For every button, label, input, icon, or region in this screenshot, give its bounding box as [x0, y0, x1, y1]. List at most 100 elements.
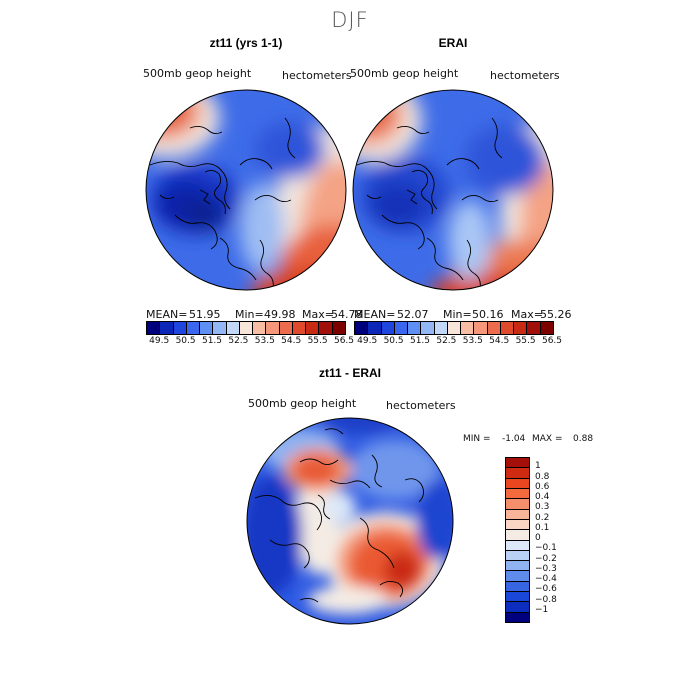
- panel-2-colorbar-swatch: [380, 322, 394, 334]
- diff-colorbar-tick-label: −0.1: [535, 543, 557, 554]
- panel-1-colorbar-swatch: [291, 322, 306, 334]
- panel-1-colorbar-tick-label: 55.5: [307, 336, 328, 346]
- diff-colorbar-tick-label: −0.2: [535, 553, 557, 564]
- diff-colorbar-tick-label: −0.8: [535, 594, 557, 605]
- diff-panel-units-label: hectometers: [386, 399, 456, 412]
- panel-1-colorbar-swatch: [318, 322, 332, 334]
- panel-2-colorbar-tick-label: 49.5: [357, 336, 378, 346]
- diff-colorbar-swatch: [506, 508, 529, 519]
- panel-1-variable-label: 500mb geop height: [143, 67, 252, 80]
- diff-colorbar-swatch: [506, 529, 529, 540]
- diff-colorbar-tick-label: 0.4: [535, 492, 550, 502]
- diff-colorbar-swatch: [506, 498, 529, 509]
- panel-1-colorbar-swatch: [212, 322, 226, 334]
- panel-2-colorbar-tick-label: 50.5: [383, 336, 404, 346]
- panel-1-colorbar-swatch: [238, 322, 253, 334]
- panel-2-colorbar-tick-label: 55.5: [515, 336, 536, 346]
- diff-colorbar-swatch: [506, 487, 529, 499]
- diff-colorbar-tick-label: −0.6: [535, 584, 557, 595]
- panel-1-min-label: Min=: [235, 308, 264, 321]
- diff-colorbar-tick-label: 0.3: [535, 502, 550, 513]
- panel-2-colorbar-swatch: [499, 322, 514, 334]
- diff-min-label: MIN =: [463, 434, 491, 444]
- panel-2-colorbar-swatch: [367, 322, 381, 334]
- panel-1-colorbar-swatch: [199, 322, 213, 334]
- diff-panel-title: zt11 - ERAI: [318, 366, 381, 380]
- diff-colorbar-tick-label: 0.8: [535, 471, 550, 482]
- panel-2-colorbar-swatch: [446, 322, 461, 334]
- panel-1-max-label: Max=: [302, 308, 334, 321]
- panel-1-min-value: 49.98: [264, 308, 296, 321]
- panel-2-colorbar-swatch: [539, 322, 553, 334]
- panel-2-colorbar-swatch: [526, 322, 540, 334]
- panel-2-colorbar-swatch: [433, 322, 447, 334]
- diff-colorbar-swatch: [506, 458, 529, 468]
- diff-min-value: -1.04: [502, 434, 526, 444]
- panel-2-colorbar-tick-label: 54.5: [489, 336, 510, 346]
- panel-2-colorbar-tick-label: 51.5: [409, 336, 431, 346]
- panel-2-variable-label: 500mb geop height: [350, 67, 459, 80]
- panel-2-min-label: Min=: [443, 308, 472, 321]
- panel-2-colorbar-swatch: [486, 322, 500, 334]
- diff-colorbar: [505, 457, 530, 623]
- panel-2-mean-label: MEAN=: [354, 308, 396, 321]
- panel-1-max-value: 54.78: [331, 308, 363, 321]
- panel-1-colorbar-swatch: [305, 322, 319, 334]
- panel-2-colorbar-swatch: [393, 322, 408, 334]
- panel-1-mean-label: MEAN=: [146, 308, 188, 321]
- diff-colorbar-swatch: [506, 518, 529, 530]
- panel-2-mean-value: 52.07: [397, 308, 429, 321]
- panel-2-colorbar-swatch: [420, 322, 434, 334]
- panel-2-colorbar-swatch: [355, 322, 368, 334]
- panel-1-colorbar: [146, 321, 346, 335]
- diff-max-label: MAX =: [532, 434, 563, 444]
- panel-2-colorbar: [354, 321, 554, 335]
- diff-colorbar-swatch: [506, 549, 529, 561]
- panel-1-colorbar-swatch: [331, 322, 345, 334]
- diff-colorbar-swatch: [506, 570, 529, 581]
- diff-max-value: 0.88: [573, 434, 594, 444]
- panel-2-max-value: 55.26: [540, 308, 572, 321]
- panel-2-colorbar-tick-label: 53.5: [462, 336, 483, 346]
- panel-1-colorbar-swatch: [265, 322, 279, 334]
- panel-2-title: ERAI: [438, 36, 468, 50]
- diff-colorbar-tick-label: 1: [535, 461, 541, 472]
- season-title: DJF: [331, 8, 369, 32]
- panel-1-units-label: hectometers: [282, 69, 352, 82]
- panel-2-colorbar-swatch: [473, 322, 487, 334]
- panel-2-colorbar-tick-label: 56.5: [541, 336, 563, 346]
- panel-1-colorbar-swatch: [185, 322, 200, 334]
- panel-2-colorbar-swatch: [460, 322, 474, 334]
- panel-1-colorbar-tick-label: 52.5: [228, 336, 249, 346]
- panel-2-min-value: 50.16: [472, 308, 504, 321]
- panel-1-colorbar-swatch: [147, 322, 160, 334]
- diff-colorbar-swatch: [506, 477, 529, 488]
- panel-1-colorbar-swatch: [172, 322, 186, 334]
- diff-colorbar-tick-label: −1: [535, 604, 549, 615]
- panel-1-colorbar-tick-label: 56.5: [333, 336, 355, 346]
- diff-colorbar-swatch: [506, 539, 529, 550]
- panel-2-max-label: Max=: [511, 308, 543, 321]
- diff-colorbar-swatch: [506, 467, 529, 478]
- diff-colorbar-tick-label: 0: [535, 533, 541, 543]
- panel-1-colorbar-tick-label: 50.5: [175, 336, 196, 346]
- diff-colorbar-tick-label: 0.2: [535, 512, 550, 523]
- panel-2-units-label: hectometers: [490, 69, 560, 82]
- diff-colorbar-swatch: [506, 611, 529, 622]
- diff-colorbar-tick-label: 0.1: [535, 522, 550, 533]
- diff-colorbar-tick-label: −0.3: [535, 563, 557, 574]
- panel-1-colorbar-tick-label: 53.5: [254, 336, 275, 346]
- diff-colorbar-swatch: [506, 601, 529, 612]
- panel-2-colorbar-swatch: [513, 322, 527, 334]
- panel-1-colorbar-tick-label: 49.5: [149, 336, 170, 346]
- diff-colorbar-tick-label: 0.6: [535, 481, 550, 492]
- diff-colorbar-swatch: [506, 591, 529, 602]
- panel-1-mean-value: 51.95: [189, 308, 221, 321]
- panel-1-colorbar-swatch: [225, 322, 239, 334]
- panel-1-colorbar-swatch: [278, 322, 292, 334]
- diff-colorbar-swatch: [506, 560, 529, 571]
- panel-1-colorbar-tick-label: 54.5: [281, 336, 302, 346]
